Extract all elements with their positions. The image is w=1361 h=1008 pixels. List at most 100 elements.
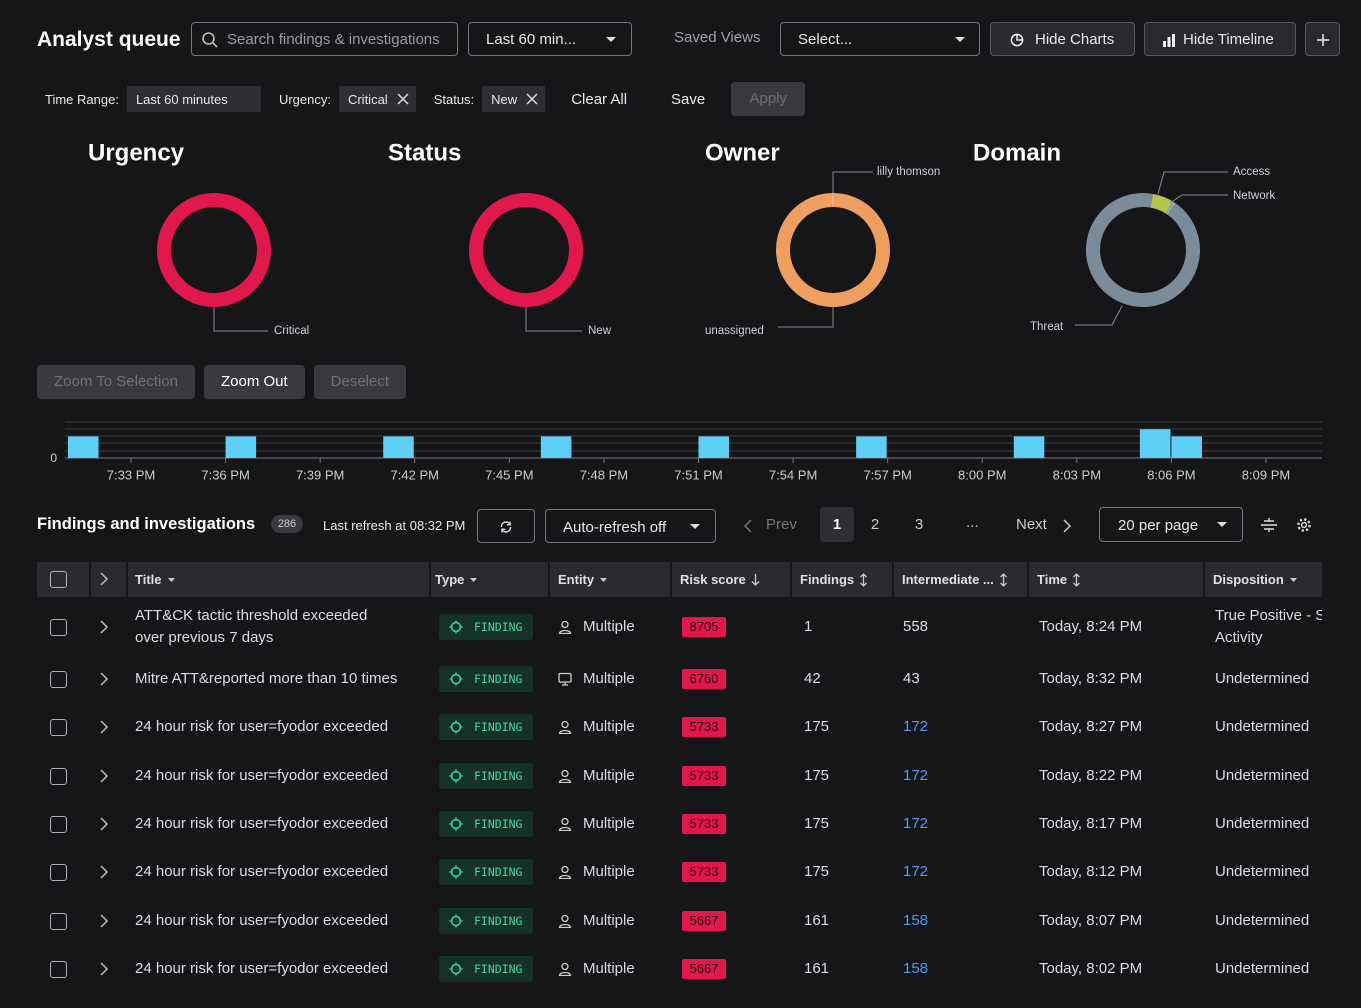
column-header[interactable]: Time [1037,562,1081,597]
filter-chip[interactable]: New [482,86,546,112]
sort-icon [751,573,760,586]
type-text: FINDING [474,816,523,831]
entity-icon [558,721,572,735]
intermediate-cell[interactable]: 158 [903,911,929,929]
segment-label: unassigned [705,325,764,337]
checkbox[interactable] [50,619,67,636]
page-button[interactable]: 1 [820,507,854,542]
filter-chip[interactable]: Critical [338,86,416,112]
time-cell: Today, 8:12 PM [1039,863,1143,881]
clear-all-button[interactable]: Clear All [571,90,628,108]
timeline-button[interactable]: Zoom To Selection [37,365,195,399]
density-icon[interactable] [1260,517,1278,533]
timeline-bar[interactable] [383,436,414,458]
intermediate-cell[interactable]: 172 [903,863,929,881]
findings-count: 286 [271,515,303,533]
next-button[interactable]: Next [1016,516,1076,536]
title-cell: 24 hour risk for user=fyodor exceeded [135,718,389,736]
refresh-button[interactable] [477,509,535,543]
entity-icon [558,817,572,831]
column-header[interactable]: Title [135,562,176,597]
column-header[interactable]: Intermediate ... [902,562,1008,597]
timeline-button[interactable]: Zoom Out [203,365,305,399]
settings-icon[interactable] [1296,517,1312,533]
hide-charts-button[interactable]: Hide Charts [990,22,1135,56]
sort-icon [860,572,868,587]
add-button[interactable] [1305,22,1340,56]
title-cell: ATT&CK tactic threshold exceeded over pr… [135,607,368,646]
table-header: Title Type Entity Risk score Findings Interme… [37,562,1322,597]
checkbox[interactable] [50,864,67,882]
table-row[interactable]: ATT&CK tactic threshold exceeded over pr… [37,603,1322,651]
timeline-bar[interactable] [540,436,572,458]
saved-views-select[interactable]: Select... [780,22,980,56]
donut-segment[interactable] [776,193,890,307]
checkbox[interactable] [50,671,67,688]
donut-segment[interactable] [157,193,271,307]
timeline-bar[interactable] [1171,436,1202,458]
timeline-button[interactable]: Deselect [313,365,407,399]
column-divider [126,562,128,597]
table-row[interactable]: 24 hour risk for user=fyodor exceeded FIN… [37,703,1322,751]
intermediate-cell[interactable]: 172 [903,718,929,736]
entity-icon [558,866,572,880]
timeline-bar[interactable] [1139,429,1171,458]
title-cell: 24 hour risk for user=fyodor exceeded [135,863,389,881]
donut-segment[interactable] [1086,193,1200,307]
column-header[interactable]: Entity [558,562,608,597]
checkbox[interactable] [50,960,67,978]
search-box[interactable]: Search findings & investigations [191,22,458,56]
column-header[interactable]: Disposition [1213,562,1298,597]
timeline-bar[interactable] [698,436,730,458]
disposition-cell: Undetermined [1215,766,1310,784]
risk-score-badge: 5733 [682,813,726,834]
donut-segment[interactable] [1150,193,1173,214]
table-row[interactable]: 24 hour risk for user=fyodor exceeded FIN… [37,800,1322,848]
page-button[interactable]: 3 [914,516,924,533]
filter-value: New [491,91,518,107]
save-button[interactable]: Save [671,90,706,108]
filter-value: Last 60 minutes [135,91,228,107]
checkbox[interactable] [50,719,67,737]
checkbox[interactable] [50,571,67,588]
entity-cell: Multiple [583,911,635,929]
segment-label: Network [1233,190,1275,202]
intermediate-cell[interactable]: 158 [903,959,929,977]
donut-segment[interactable] [1165,201,1176,215]
table-row[interactable]: 24 hour risk for user=fyodor exceeded FIN… [37,752,1322,800]
x-tick-label: 8:03 PM [1053,467,1101,482]
time-select[interactable]: Last 60 min... [468,22,632,56]
intermediate-cell[interactable]: 172 [903,814,929,832]
apply-button[interactable]: Apply [731,82,806,116]
hide-timeline-button[interactable]: Hide Timeline [1144,22,1296,56]
table-row[interactable]: 24 hour risk for user=fyodor exceeded FIN… [37,897,1322,945]
table-row[interactable]: Mitre ATT&reported more than 10 times FIN… [37,655,1322,703]
per-page-select[interactable]: 20 per page [1099,507,1243,542]
filter-chip[interactable]: Last 60 minutes [126,86,261,112]
checkbox[interactable] [50,767,67,785]
pie-icon [1010,33,1024,47]
type-text: FINDING [474,913,523,928]
page-button[interactable]: 2 [870,516,880,533]
timeline-bar[interactable] [1013,436,1045,458]
saved-views-value: Select... [798,31,853,48]
auto-refresh-select[interactable]: Auto-refresh off [545,509,716,543]
timeline-bar[interactable] [225,436,257,458]
column-header[interactable]: Risk score [680,562,760,597]
finding-icon [449,769,463,783]
table-row[interactable]: 24 hour risk for user=fyodor exceeded FIN… [37,945,1322,993]
page-title: Analyst queue [37,28,181,51]
prev-button[interactable]: Prev [743,516,803,536]
expand-chevron [100,572,109,586]
filter-bar: Time Range: Last 60 minutes Urgency: Critic… [45,82,806,116]
checkbox[interactable] [50,815,67,833]
table-row[interactable]: 24 hour risk for user=fyodor exceeded FIN… [37,848,1322,896]
checkbox[interactable] [50,912,67,930]
timeline-bar[interactable] [856,436,887,458]
timeline-bar[interactable] [67,436,99,458]
column-header[interactable]: Type [435,562,478,597]
intermediate-cell[interactable]: 172 [903,766,929,784]
column-header[interactable]: Findings [800,562,868,597]
donut-segment[interactable] [469,193,583,307]
prev-label: Prev [766,516,797,533]
